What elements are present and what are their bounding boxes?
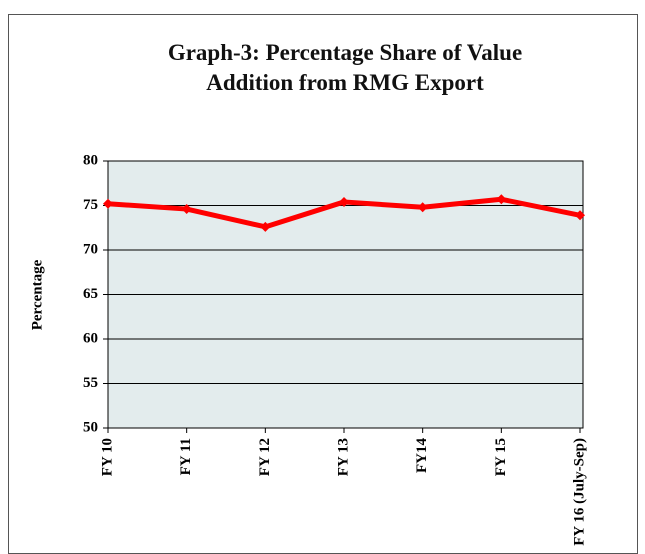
marker — [575, 210, 585, 221]
y-tick-label: 50 — [83, 419, 98, 435]
x-tick-label: FY 13 — [335, 438, 351, 476]
y-tick-label: 70 — [83, 241, 98, 257]
x-tick-label: FY 10 — [99, 438, 115, 476]
y-tick-label: 55 — [83, 375, 98, 391]
marker — [417, 202, 428, 213]
y-tick-label: 65 — [83, 286, 98, 302]
x-tick-label: FY14 — [414, 438, 430, 473]
y-axis-label: Percentage — [29, 259, 45, 330]
y-tick-label: 80 — [83, 152, 98, 168]
x-tick-label: FY 15 — [493, 438, 509, 476]
marker — [260, 221, 271, 232]
chart-title: Graph-3: Percentage Share of Value Addit… — [167, 40, 523, 95]
x-tick-label: FY 12 — [257, 438, 273, 476]
x-tick-label: FY 16 (July-Sep) — [571, 438, 587, 546]
marker — [339, 196, 349, 207]
y-tick-label: 60 — [83, 330, 98, 346]
y-tick-label: 75 — [83, 197, 98, 213]
marker — [181, 204, 192, 215]
x-tick-label: FY 11 — [178, 438, 194, 475]
marker — [496, 194, 507, 205]
marker — [103, 198, 113, 209]
